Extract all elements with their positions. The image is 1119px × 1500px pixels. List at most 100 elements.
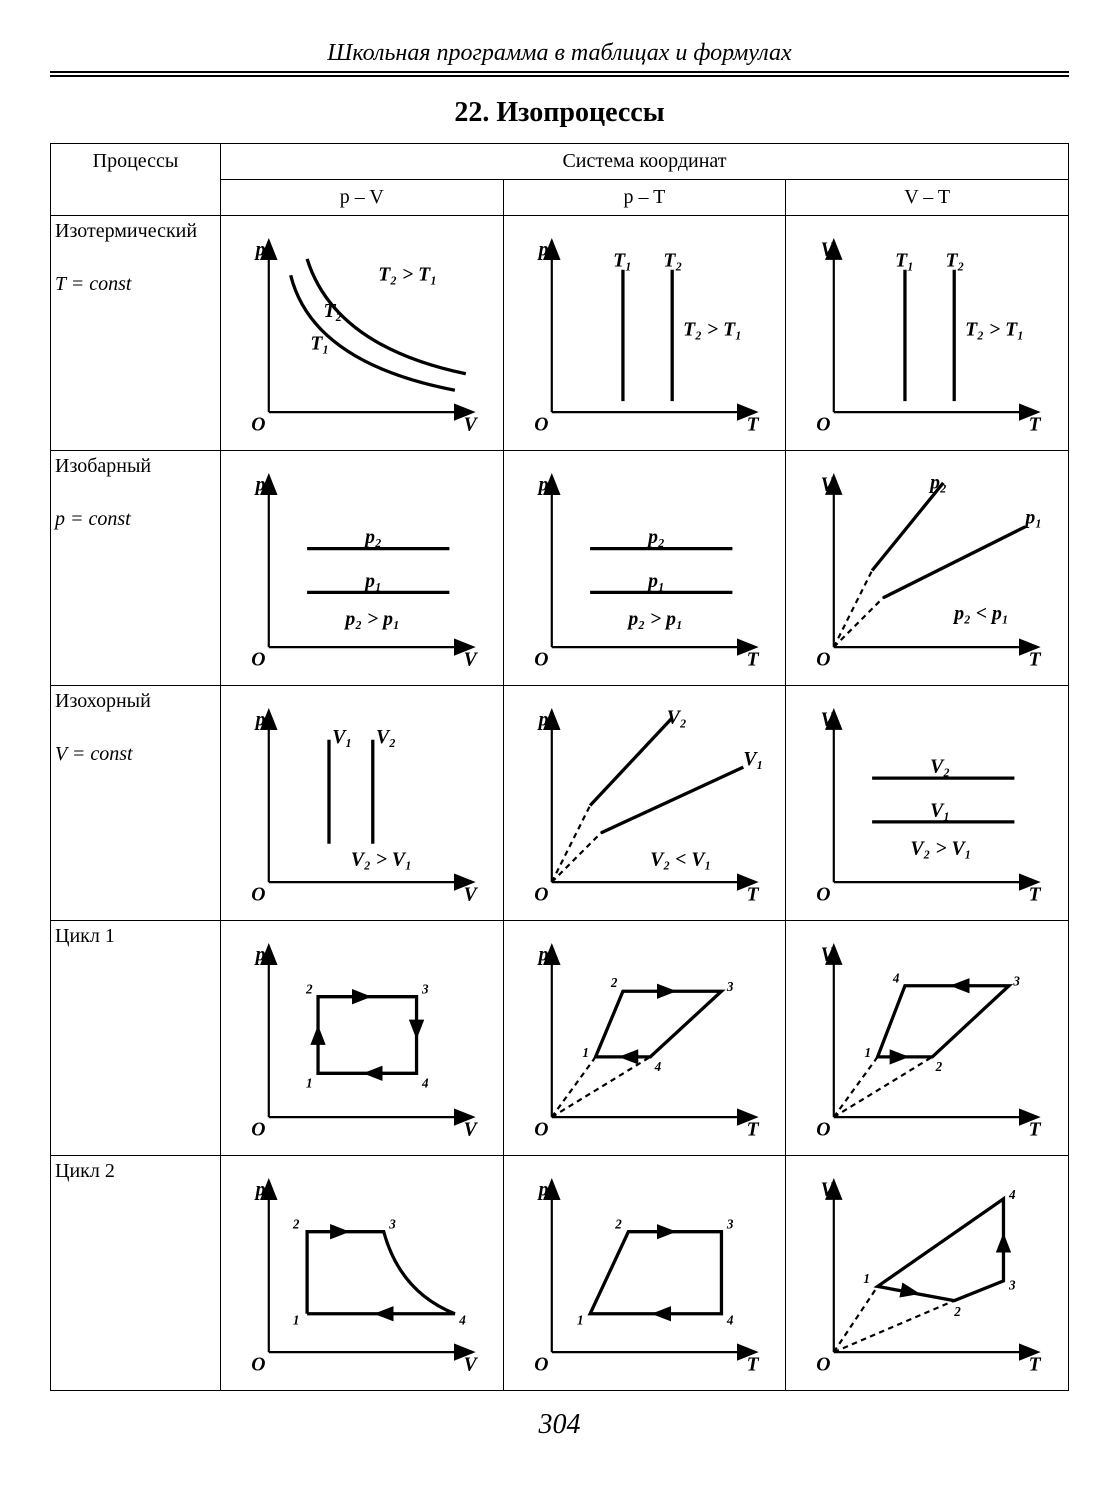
chart-iso-pt: p T O T₁ T₂ T₂ > T₁: [503, 216, 786, 451]
svg-text:4: 4: [458, 1313, 466, 1328]
proc-cond: p = const: [55, 508, 216, 531]
svg-text:O: O: [817, 1119, 831, 1141]
svg-text:p: p: [536, 944, 548, 966]
chart-isoch-pt: p T O V₂ V₁ V₂ < V₁: [503, 686, 786, 921]
svg-text:2: 2: [305, 981, 313, 996]
svg-text:p: p: [254, 1179, 266, 1201]
row-isobaric: Изобарный p = const p V O p₂ p₁ p₂ > p₁: [51, 451, 1069, 686]
process-table: Процессы Система координат p – V p – T V…: [50, 143, 1069, 1391]
th-processes: Процессы: [51, 144, 221, 216]
svg-text:T₁: T₁: [613, 250, 632, 272]
svg-text:1: 1: [306, 1076, 313, 1091]
svg-text:p: p: [254, 474, 266, 496]
svg-text:V₁: V₁: [332, 726, 352, 748]
svg-text:1: 1: [577, 1313, 584, 1328]
svg-text:3: 3: [726, 979, 734, 994]
proc-name: Изотермический: [55, 220, 216, 243]
svg-text:p: p: [536, 1179, 548, 1201]
svg-text:p₂ < p₁: p₂ < p₁: [953, 603, 1009, 625]
svg-text:p: p: [536, 474, 548, 496]
proc-cond: V = const: [55, 743, 216, 766]
svg-text:O: O: [251, 414, 265, 436]
svg-text:T₁: T₁: [895, 250, 914, 272]
svg-text:1: 1: [293, 1313, 300, 1328]
svg-text:p₂: p₂: [646, 526, 665, 548]
svg-text:O: O: [817, 884, 831, 906]
svg-text:T: T: [746, 649, 759, 671]
svg-text:2: 2: [610, 975, 618, 990]
svg-text:O: O: [817, 1354, 831, 1376]
svg-text:2: 2: [614, 1216, 622, 1231]
svg-text:2: 2: [954, 1304, 962, 1319]
svg-text:1: 1: [865, 1045, 872, 1060]
svg-text:T: T: [1029, 414, 1042, 436]
svg-text:V₁: V₁: [743, 748, 763, 770]
svg-text:2: 2: [935, 1059, 943, 1074]
chart-c1-vt: V T O 1 2 3 4: [786, 921, 1069, 1156]
svg-text:T₂: T₂: [946, 250, 965, 272]
svg-text:V: V: [464, 649, 479, 671]
svg-text:p₁: p₁: [646, 570, 665, 592]
svg-text:O: O: [817, 414, 831, 436]
chart-iso-vt: V T O T₁ T₂ T₂ > T₁: [786, 216, 1069, 451]
svg-text:4: 4: [726, 1313, 734, 1328]
chart-isoch-vt: V T O V₂ V₁ V₂ > V₁: [786, 686, 1069, 921]
proc-name: Цикл 2: [55, 1160, 216, 1183]
th-vt: V – T: [786, 180, 1069, 216]
svg-text:V₁: V₁: [930, 799, 950, 821]
th-coord-system: Система координат: [221, 144, 1069, 180]
th-pt: p – T: [503, 180, 786, 216]
chart-isoch-pv: p V O V₁ V₂ V₂ > V₁: [221, 686, 504, 921]
svg-text:O: O: [251, 1119, 265, 1141]
svg-text:T: T: [746, 884, 759, 906]
svg-text:V₂ > V₁: V₂ > V₁: [351, 849, 412, 871]
svg-text:O: O: [251, 1354, 265, 1376]
chart-c2-pv: p V O 1 2 3 4: [221, 1156, 504, 1391]
svg-text:O: O: [817, 649, 831, 671]
svg-text:p: p: [536, 709, 548, 731]
svg-text:p: p: [254, 239, 266, 261]
chart-c2-pt: p T O 1 2 3 4: [503, 1156, 786, 1391]
proc-cond: T = const: [55, 273, 216, 296]
proc-name: Цикл 1: [55, 925, 216, 948]
svg-text:V: V: [464, 1119, 479, 1141]
svg-text:T: T: [746, 1354, 759, 1376]
chart-c2-vt: V T O 1 2 3 4: [786, 1156, 1069, 1391]
svg-text:T₂ > T₁: T₂ > T₁: [683, 318, 742, 340]
svg-text:p: p: [254, 944, 266, 966]
svg-text:T₂ > T₁: T₂ > T₁: [965, 318, 1024, 340]
svg-text:O: O: [534, 884, 548, 906]
svg-text:O: O: [251, 649, 265, 671]
svg-text:O: O: [534, 414, 548, 436]
svg-text:T: T: [1029, 649, 1042, 671]
svg-text:V₂: V₂: [666, 706, 686, 728]
svg-text:O: O: [534, 1119, 548, 1141]
svg-text:p: p: [536, 239, 548, 261]
svg-text:3: 3: [1008, 1278, 1016, 1293]
svg-text:V: V: [821, 944, 836, 966]
svg-text:p₁: p₁: [1024, 506, 1043, 528]
svg-text:4: 4: [892, 970, 900, 985]
svg-text:p₁: p₁: [363, 570, 382, 592]
svg-text:1: 1: [582, 1045, 589, 1060]
svg-text:p: p: [254, 709, 266, 731]
chart-c1-pt: p T O 1 2 3 4: [503, 921, 786, 1156]
header-rule: [50, 75, 1069, 77]
chart-isob-pt: p T O p₂ p₁ p₂ > p₁: [503, 451, 786, 686]
svg-text:V₂: V₂: [930, 756, 950, 778]
svg-text:O: O: [251, 884, 265, 906]
running-header: Школьная программа в таблицах и формулах: [50, 40, 1069, 73]
svg-text:V₂: V₂: [376, 726, 396, 748]
svg-text:V₂ > V₁: V₂ > V₁: [911, 838, 972, 860]
page-title: 22. Изопроцессы: [50, 97, 1069, 129]
svg-text:T: T: [1029, 1119, 1042, 1141]
row-cycle2: Цикл 2 p V O 1 2 3 4: [51, 1156, 1069, 1391]
proc-name: Изохорный: [55, 690, 216, 713]
svg-text:2: 2: [292, 1216, 300, 1231]
svg-text:V: V: [464, 1354, 479, 1376]
svg-text:T₂: T₂: [324, 300, 343, 322]
svg-text:p₂ > p₁: p₂ > p₁: [626, 608, 682, 630]
svg-text:p₂ > p₁: p₂ > p₁: [343, 608, 399, 630]
chart-isob-pv: p V O p₂ p₁ p₂ > p₁: [221, 451, 504, 686]
svg-text:T: T: [1029, 1354, 1042, 1376]
